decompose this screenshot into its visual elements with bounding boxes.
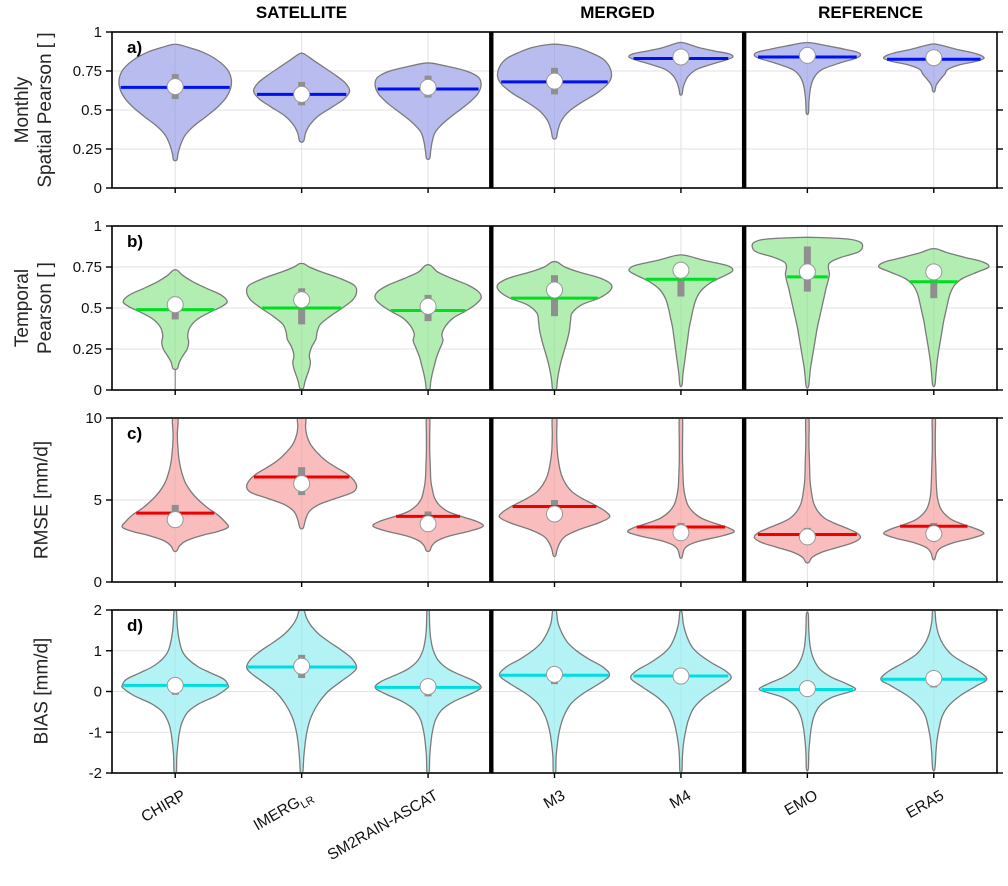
violin-IMERG_LR-b (245, 262, 358, 389)
group-header-reference: REFERENCE (818, 3, 923, 22)
violin-EMO-c (753, 419, 862, 564)
violin-SM2RAIN-ASCAT-a (374, 62, 482, 161)
y-tick-label: 10 (85, 410, 102, 427)
y-tick-label: 1 (94, 218, 102, 235)
violin-CHIRP-c (121, 419, 230, 553)
y-axis-label-a-line1: Monthly (12, 76, 33, 144)
mean-marker (419, 297, 437, 315)
violin-M3-b (496, 260, 613, 389)
group-separator (741, 32, 747, 188)
y-axis-label-b-line1: Temporal (12, 268, 33, 348)
panel-label-d: d) (127, 616, 144, 635)
y-axis-label-b-line2: Pearson [ ] (35, 262, 56, 354)
mean-marker (925, 669, 943, 687)
violin-M4-a (628, 41, 734, 96)
mean-marker (798, 46, 816, 64)
violin-M4-c (626, 419, 735, 559)
group-separator (489, 610, 494, 773)
violin-ERA5-d (880, 611, 988, 772)
mean-marker (672, 48, 690, 66)
violin-CHIRP-a (118, 43, 233, 162)
violin-ERA5-c (883, 419, 985, 561)
mean-marker (546, 281, 563, 299)
y-axis-label-c-line1: RMSE [mm/d] (31, 440, 53, 560)
y-tick-label: 5 (94, 492, 102, 509)
violin-SM2RAIN-ASCAT-b (374, 263, 482, 389)
violin-ERA5-a (882, 43, 985, 93)
y-axis-label-c: RMSE [mm/d] (31, 441, 54, 559)
mean-marker (546, 665, 563, 683)
mean-marker (672, 667, 690, 685)
mean-marker (166, 676, 184, 694)
group-separator (489, 226, 494, 390)
violin-EMO-a (753, 41, 862, 116)
y-axis-label-d-line1: BIAS [mm/d] (31, 637, 53, 745)
y-tick-label: 0.25 (73, 141, 102, 158)
y-axis-label-b: Temporal Pearson [ ] (11, 262, 57, 354)
group-header-merged: MERGED (580, 3, 655, 22)
mean-marker (293, 657, 311, 675)
mean-marker (166, 296, 184, 314)
mean-marker (925, 525, 943, 543)
y-tick-label: -1 (89, 724, 102, 741)
mean-marker (546, 505, 563, 523)
y-axis-label-d: BIAS [mm/d] (31, 638, 54, 745)
group-separator (741, 610, 747, 773)
violin-CHIRP-b (122, 269, 228, 371)
y-tick-label: 0.25 (73, 341, 102, 358)
violin-M4-d (630, 611, 732, 772)
mean-marker (925, 49, 943, 67)
mean-marker (672, 524, 690, 542)
y-tick-label: 0.5 (81, 300, 102, 317)
violin-EMO-b (751, 236, 864, 389)
y-tick-label: 0.75 (73, 259, 102, 276)
mean-marker (419, 515, 437, 533)
mean-marker (293, 475, 311, 493)
y-tick-label: 0 (94, 382, 102, 399)
mean-marker (925, 263, 943, 281)
y-tick-label: 0 (94, 574, 102, 591)
violin-M4-b (628, 254, 734, 388)
mean-marker (293, 291, 311, 309)
mean-marker (419, 78, 437, 96)
violin-SM2RAIN-ASCAT-c (372, 419, 484, 553)
y-tick-label: 1 (94, 643, 102, 660)
iqr-box (677, 265, 685, 297)
mean-marker (672, 261, 690, 279)
group-separator (741, 226, 747, 390)
mean-marker (166, 511, 184, 529)
y-tick-label: 0 (94, 684, 102, 701)
mean-marker (546, 72, 563, 90)
mean-marker (798, 680, 816, 698)
y-tick-label: 1 (94, 24, 102, 41)
y-tick-label: 0 (94, 180, 102, 197)
group-separator (489, 32, 494, 188)
mean-marker (798, 263, 816, 281)
violin-M3-c (498, 419, 611, 558)
group-separator (489, 418, 494, 582)
y-axis-label-a: Monthly Spatial Pearson [ ] (11, 32, 57, 187)
violin-M3-d (498, 611, 611, 772)
group-header-satellite: SATELLITE (255, 3, 348, 22)
y-tick-label: 0.5 (81, 102, 102, 119)
mean-marker (166, 78, 184, 96)
mean-marker (798, 528, 816, 546)
violin-ERA5-b (877, 247, 990, 388)
panel-label-b: b) (127, 232, 144, 251)
violin-IMERG_LR-d (245, 611, 358, 772)
panel-label-a: a) (127, 38, 143, 57)
y-tick-label: -2 (89, 765, 102, 782)
iqr-box (930, 268, 938, 299)
group-separator (741, 418, 747, 582)
mean-marker (419, 678, 437, 696)
mean-marker (293, 85, 311, 103)
panel-label-c: c) (127, 424, 143, 443)
y-tick-label: 0.75 (73, 63, 102, 80)
y-axis-label-a-line2: Spatial Pearson [ ] (35, 32, 56, 188)
y-tick-label: 2 (94, 602, 102, 619)
